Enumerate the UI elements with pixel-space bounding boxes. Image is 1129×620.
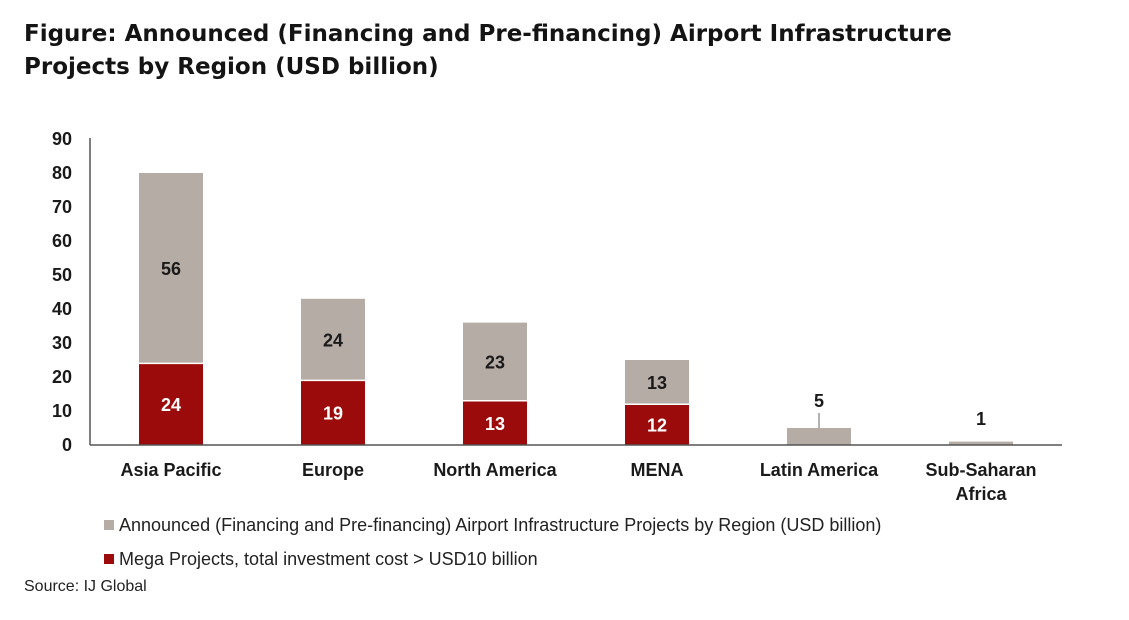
y-tick-label: 50 <box>52 265 72 285</box>
y-tick-label: 90 <box>52 129 72 149</box>
y-tick-label: 60 <box>52 231 72 251</box>
y-tick-label: 20 <box>52 367 72 387</box>
data-label-announced: 56 <box>161 259 181 279</box>
bar-segment-announced <box>463 322 527 401</box>
legend-label-mega: Mega Projects, total investment cost > U… <box>119 548 538 569</box>
x-tick-label: North America <box>433 460 557 480</box>
bar-segment-mega <box>139 363 203 445</box>
figure-title-text: Announced (Financing and Pre-financing) … <box>24 21 952 80</box>
x-tick-label: Africa <box>955 484 1007 504</box>
data-label-mega: 24 <box>161 395 181 415</box>
data-label-mega: 19 <box>323 404 343 424</box>
data-label-announced: 5 <box>814 391 824 411</box>
y-tick-label: 30 <box>52 333 72 353</box>
y-tick-label: 80 <box>52 163 72 183</box>
figure-title: Figure: Announced (Financing and Pre-fin… <box>24 18 1024 84</box>
legend-item-mega: Mega Projects, total investment cost > U… <box>104 542 881 576</box>
x-tick-label: MENA <box>631 460 684 480</box>
legend-label-announced: Announced (Financing and Pre-financing) … <box>119 514 882 535</box>
data-label-announced: 23 <box>485 353 505 373</box>
figure-label: Figure <box>24 21 108 47</box>
bar-segment-mega <box>625 404 689 445</box>
data-label-mega: 12 <box>647 416 667 436</box>
legend-swatch-announced <box>104 520 114 530</box>
y-tick-label: 10 <box>52 401 72 421</box>
legend-item-announced: Announced (Financing and Pre-financing) … <box>104 508 881 542</box>
bar-segment-announced <box>139 173 203 364</box>
data-label-announced: 1 <box>976 409 986 429</box>
y-tick-label: 40 <box>52 299 72 319</box>
x-tick-label: Sub-Saharan <box>925 460 1036 480</box>
y-tick-label: 70 <box>52 197 72 217</box>
x-tick-label: Asia Pacific <box>120 460 221 480</box>
bar-segment-announced <box>301 298 365 381</box>
x-tick-label: Latin America <box>760 460 879 480</box>
data-label-mega: 13 <box>485 414 505 434</box>
y-tick-label: 0 <box>62 435 72 455</box>
bar-segment-mega <box>301 380 365 445</box>
bar-segment-announced <box>625 360 689 405</box>
legend-swatch-mega <box>104 554 114 564</box>
stacked-bar-chart: 0 10 20 30 40 50 60 70 80 90 24 56 Asia Pacific 19 24 E… <box>52 129 1062 504</box>
figure-colon: : <box>107 21 125 47</box>
bar-segment-announced <box>787 428 851 445</box>
source-note: Source: IJ Global <box>24 578 147 595</box>
chart-legend: Announced (Financing and Pre-financing) … <box>104 508 881 576</box>
bar-segment-announced <box>949 441 1013 445</box>
bar-segment-mega <box>463 400 527 445</box>
data-label-announced: 13 <box>647 373 667 393</box>
x-tick-label: Europe <box>302 460 364 480</box>
data-label-announced: 24 <box>323 331 343 351</box>
